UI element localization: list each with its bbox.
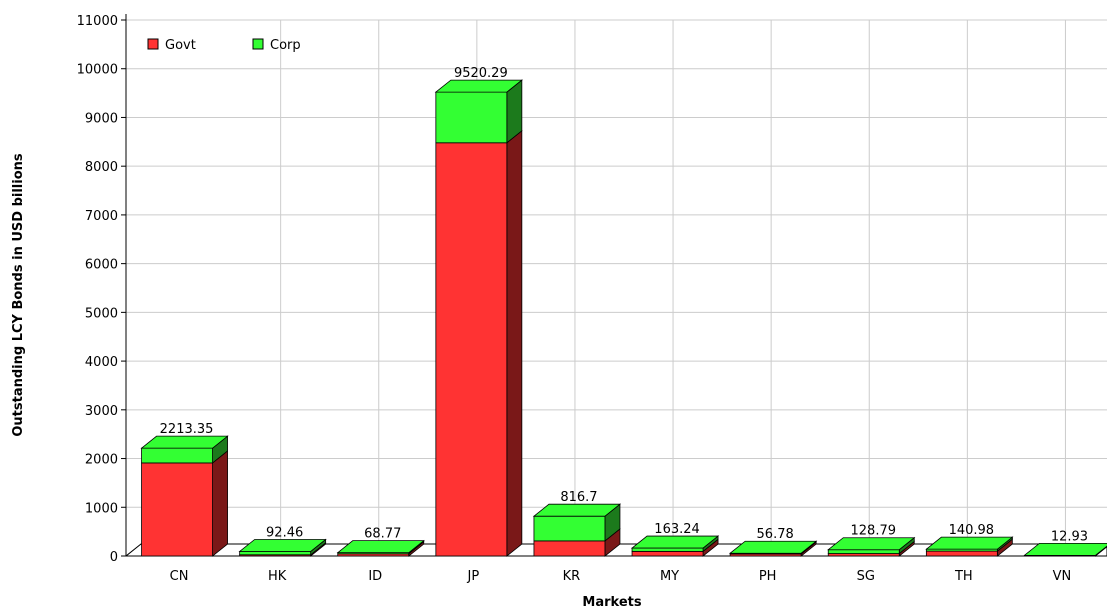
data-label-kr: 816.7 <box>560 490 597 505</box>
bar-group-th <box>925 536 1014 557</box>
bar-group-kr <box>532 503 622 557</box>
bar-top-sg <box>827 537 916 551</box>
bar-corp-hk <box>239 551 312 556</box>
data-label-ph: 56.78 <box>757 527 794 542</box>
data-label-vn: 12.93 <box>1051 529 1088 544</box>
data-label-my: 163.24 <box>654 522 700 537</box>
data-label-jp: 9520.29 <box>454 66 508 81</box>
bar-group-my <box>630 535 720 557</box>
x-tick-label-jp: JP <box>467 569 480 584</box>
legend-swatch-corp <box>252 38 264 50</box>
y-tick-label: 4000 <box>85 355 118 370</box>
bar-side-govt <box>212 450 228 557</box>
x-tick-label-th: TH <box>954 569 973 584</box>
bar-top-kr <box>532 503 622 517</box>
y-tick-label: 11000 <box>77 14 118 29</box>
x-tick-label-cn: CN <box>170 569 189 584</box>
data-labels: 2213.35 92.46 68.77 9520.29 816.7 163.24 56.78… <box>160 66 1088 544</box>
y-tick-label: 7000 <box>85 209 118 224</box>
data-label-cn: 2213.35 <box>160 422 214 437</box>
bar-govt-th <box>925 550 998 557</box>
bar-govt-kr <box>533 540 606 557</box>
y-tick-label: 2000 <box>85 453 118 468</box>
x-tick-label-kr: KR <box>563 569 581 584</box>
bar-corp-sg <box>827 549 900 554</box>
data-label-th: 140.98 <box>949 523 995 538</box>
bar-top-th <box>925 536 1014 550</box>
data-label-sg: 128.79 <box>851 524 897 539</box>
x-tick-label-sg: SG <box>857 569 875 584</box>
x-tick-label-ph: PH <box>759 569 777 584</box>
bar-corp-cn <box>141 447 213 464</box>
y-tick-label: 6000 <box>85 258 118 273</box>
y-axis-title: Outstanding LCY Bonds in USD billions <box>11 153 26 437</box>
bar-govt-cn <box>141 462 213 557</box>
y-tick-label: 8000 <box>85 160 118 175</box>
bar-govt-my <box>631 550 704 557</box>
bar-govt-jp <box>435 142 508 557</box>
y-tick-label: 10000 <box>77 63 118 78</box>
bars <box>140 79 1107 557</box>
y-tick-label: 9000 <box>85 111 118 126</box>
bar-top-jp <box>434 79 523 93</box>
y-tick-label: 0 <box>110 550 118 565</box>
bar-group-id <box>336 539 425 557</box>
legend-label-corp: Corp <box>270 38 301 53</box>
bar-group-cn <box>140 435 229 557</box>
bar-top-hk <box>238 539 327 552</box>
legend-swatch-govt <box>147 38 159 50</box>
x-tick-label-hk: HK <box>268 569 287 584</box>
data-label-hk: 92.46 <box>266 525 303 540</box>
legend-label-govt: Govt <box>165 38 196 53</box>
bar-top-ph <box>729 540 818 554</box>
x-tick-label-vn: VN <box>1053 569 1072 584</box>
x-tick-label-id: ID <box>368 569 382 584</box>
bar-corp-kr <box>533 515 606 542</box>
bar-corp-jp <box>435 91 508 144</box>
bar-corp-my <box>631 547 704 552</box>
axes: 0 1000 2000 3000 4000 5000 6000 7000 8000 9000 100… <box>77 14 1107 584</box>
x-tick-label-my: MY <box>660 569 679 584</box>
y-tick-label: 1000 <box>85 501 118 516</box>
bar-group-vn <box>1023 542 1107 557</box>
bar-top-cn <box>140 435 229 449</box>
x-axis-title: Markets <box>582 595 641 610</box>
legend: Govt Corp <box>147 38 301 53</box>
y-tick-label: 5000 <box>85 306 118 321</box>
bar-group-hk <box>238 538 327 557</box>
bar-group-ph <box>729 540 818 557</box>
bar-top-vn <box>1023 542 1107 556</box>
bar-top-my <box>630 535 720 549</box>
bar-group-sg <box>827 536 916 557</box>
data-label-id: 68.77 <box>364 527 401 542</box>
y-tick-label: 3000 <box>85 404 118 419</box>
grid <box>126 19 1107 544</box>
bar-side-govt <box>506 129 523 557</box>
bar-group-jp <box>434 79 523 557</box>
bar-top-id <box>336 540 425 554</box>
